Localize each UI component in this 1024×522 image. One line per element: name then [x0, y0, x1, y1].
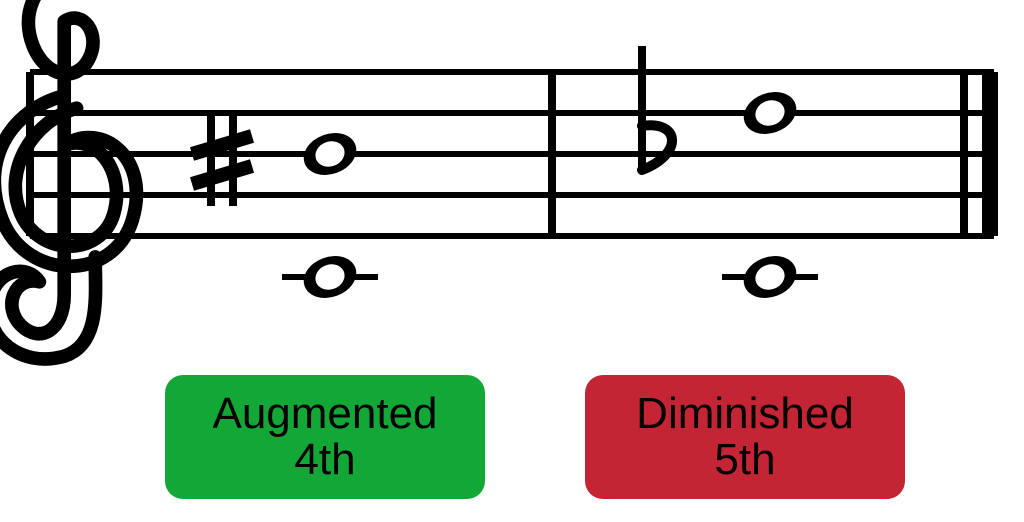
label-diminished-5th: Diminished 5th	[585, 375, 905, 499]
label-a-line2: 4th	[294, 437, 355, 483]
label-a-line1: Augmented	[212, 391, 437, 437]
treble-clef-icon	[0, 0, 136, 359]
label-b-line2: 5th	[714, 437, 775, 483]
music-diagram: Augmented 4th Diminished 5th	[0, 0, 1024, 522]
label-b-line1: Diminished	[636, 391, 854, 437]
label-augmented-4th: Augmented 4th	[165, 375, 485, 499]
notes-group	[192, 46, 818, 305]
staff-lines	[30, 72, 994, 236]
